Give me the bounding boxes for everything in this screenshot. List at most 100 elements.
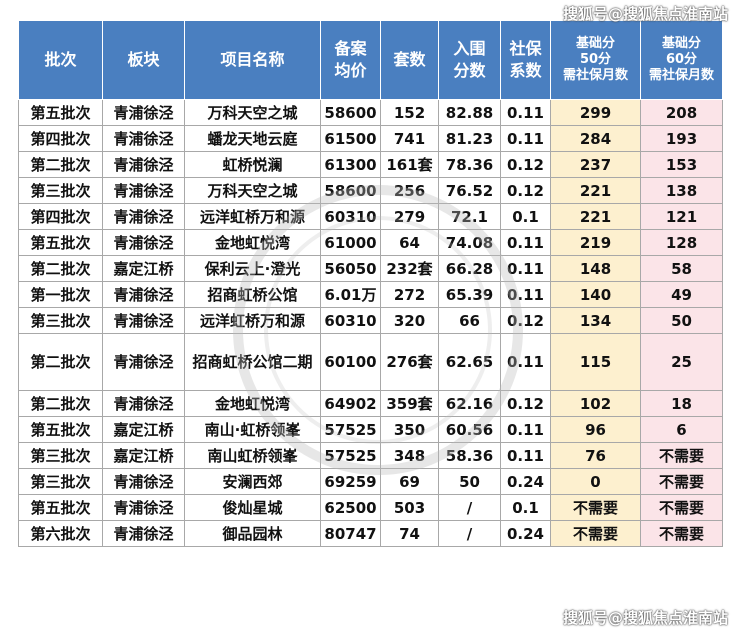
table-cell: 64902	[320, 390, 381, 417]
table-cell: 66.28	[438, 255, 501, 282]
table-cell: 140	[550, 281, 641, 308]
header-cell: 基础分 50分 需社保月数	[550, 20, 641, 100]
table-row: 第五批次 青浦徐泾 俊灿星城 62500 503/0.1 不需要 不需要	[18, 494, 723, 521]
table-cell: 俊灿星城	[184, 494, 321, 521]
table-cell: 第一批次	[18, 281, 103, 308]
table-cell: 65.39	[438, 281, 501, 308]
table-row: 第二批次 青浦徐泾 虹桥悦澜 61300 161套 78.36 0.12 237 153	[18, 151, 723, 178]
table-cell: 256	[380, 177, 439, 204]
table-cell: 金地虹悦湾	[184, 390, 321, 417]
table-cell: 第四批次	[18, 125, 103, 152]
table-cell: 503	[380, 494, 439, 521]
table-row: 第二批次 青浦徐泾 金地虹悦湾 64902 359套 62.16 0.12 102 18	[18, 390, 723, 417]
table-cell: 远洋虹桥万和源	[184, 307, 321, 334]
table-cell: 76	[550, 442, 641, 469]
table-cell: 不需要	[640, 520, 723, 547]
table-cell: 青浦徐泾	[102, 125, 185, 152]
table-cell: 56050	[320, 255, 381, 282]
table-cell: 不需要	[640, 468, 723, 495]
table-cell: 第三批次	[18, 468, 103, 495]
table-cell: 62.16	[438, 390, 501, 417]
table-cell: 6.01万	[320, 281, 381, 308]
table-cell: 80747	[320, 520, 381, 547]
table-cell: 0.12	[500, 390, 551, 417]
table-row: 第六批次 青浦徐泾 御品园林 80747 74/0.24 不需要 不需要	[18, 520, 723, 547]
lottery-score-table: 批次 板块 项目名称 备案 均价 套数 入围 分数 社保 系数 基础分 50分 需社保月数…	[18, 20, 723, 547]
table-row: 第三批次 青浦徐泾 远洋虹桥万和源 60310 320 66 0.12 134 50	[18, 307, 723, 334]
table-cell: 0	[550, 468, 641, 495]
table-row: 第四批次 青浦徐泾 蟠龙天地云庭 61500 741 81.23 0.11 284 193	[18, 125, 723, 152]
table-row: 第三批次 嘉定江桥 南山虹桥领峯 57525 348 58.36 0.11 76 不需要	[18, 442, 723, 469]
table-cell: 57525	[320, 442, 381, 469]
table-cell: 60100	[320, 333, 381, 391]
table-row: 第一批次 青浦徐泾 招商虹桥公馆 6.01万 272 65.39 0.11 140 49	[18, 281, 723, 308]
table-cell: 第五批次	[18, 99, 103, 126]
table-cell: 青浦徐泾	[102, 281, 185, 308]
header-cell: 板块	[102, 20, 185, 100]
table-cell: 0.12	[500, 151, 551, 178]
table-cell: 82.88	[438, 99, 501, 126]
table-cell: 青浦徐泾	[102, 494, 185, 521]
table-cell: 57525	[320, 416, 381, 443]
table-cell: 81.23	[438, 125, 501, 152]
table-cell: 76.52	[438, 177, 501, 204]
table-cell: 御品园林	[184, 520, 321, 547]
table-cell: 嘉定江桥	[102, 442, 185, 469]
header-cell: 批次	[18, 20, 103, 100]
table-cell: 284	[550, 125, 641, 152]
table-cell: 279	[380, 203, 439, 230]
table-cell: 青浦徐泾	[102, 390, 185, 417]
table-cell: 138	[640, 177, 723, 204]
table-cell: 0.1	[500, 494, 551, 521]
table-cell: 第三批次	[18, 442, 103, 469]
table-cell: 0.11	[500, 416, 551, 443]
table-cell: 69	[380, 468, 439, 495]
table-row: 第五批次 青浦徐泾 万科天空之城 58600 152 82.88 0.11 299 208	[18, 99, 723, 126]
table-cell: 不需要	[640, 442, 723, 469]
table-cell: 299	[550, 99, 641, 126]
table-cell: 58.36	[438, 442, 501, 469]
table-cell: 60310	[320, 307, 381, 334]
table-cell: 青浦徐泾	[102, 99, 185, 126]
table-cell: 第五批次	[18, 494, 103, 521]
table-cell: 193	[640, 125, 723, 152]
table-cell: 0.11	[500, 333, 551, 391]
table-cell: 115	[550, 333, 641, 391]
table-cell: 0.11	[500, 442, 551, 469]
table-cell: 348	[380, 442, 439, 469]
table-row: 第二批次 嘉定江桥 保利云上·澄光 56050 232套 66.28 0.11 148 58	[18, 255, 723, 282]
table-row: 第二批次 青浦徐泾 招商虹桥公馆二期 60100 276套 62.65 0.11 115 25	[18, 333, 723, 391]
table-cell: 152	[380, 99, 439, 126]
table-cell: 320	[380, 307, 439, 334]
header-cell: 基础分 60分 需社保月数	[640, 20, 723, 100]
table-cell: 0.24	[500, 520, 551, 547]
table-cell: 安澜西郊	[184, 468, 321, 495]
table-cell: 134	[550, 307, 641, 334]
table-cell: 161套	[380, 151, 439, 178]
table-cell: 6	[640, 416, 723, 443]
table-cell: 招商虹桥公馆	[184, 281, 321, 308]
table-cell: 0.11	[500, 229, 551, 256]
table-cell: 60.56	[438, 416, 501, 443]
table-cell: 78.36	[438, 151, 501, 178]
table-cell: 0.12	[500, 307, 551, 334]
table-cell: 61000	[320, 229, 381, 256]
table-cell: 蟠龙天地云庭	[184, 125, 321, 152]
header-cell: 套数	[380, 20, 439, 100]
table-cell: 不需要	[640, 494, 723, 521]
table-cell: 第二批次	[18, 333, 103, 391]
table-cell: 金地虹悦湾	[184, 229, 321, 256]
table-cell: 0.11	[500, 281, 551, 308]
table-cell: 第五批次	[18, 416, 103, 443]
table-cell: 153	[640, 151, 723, 178]
table-cell: 208	[640, 99, 723, 126]
table-cell: 0.24	[500, 468, 551, 495]
table-cell: 72.1	[438, 203, 501, 230]
table-body: 第五批次 青浦徐泾 万科天空之城 58600 152 82.88 0.11 299 208 第四批…	[18, 99, 723, 547]
table-cell: 第二批次	[18, 255, 103, 282]
table-cell: 第二批次	[18, 151, 103, 178]
table-cell: 64	[380, 229, 439, 256]
table-cell: 102	[550, 390, 641, 417]
table-cell: 58	[640, 255, 723, 282]
table-cell: 58600	[320, 99, 381, 126]
